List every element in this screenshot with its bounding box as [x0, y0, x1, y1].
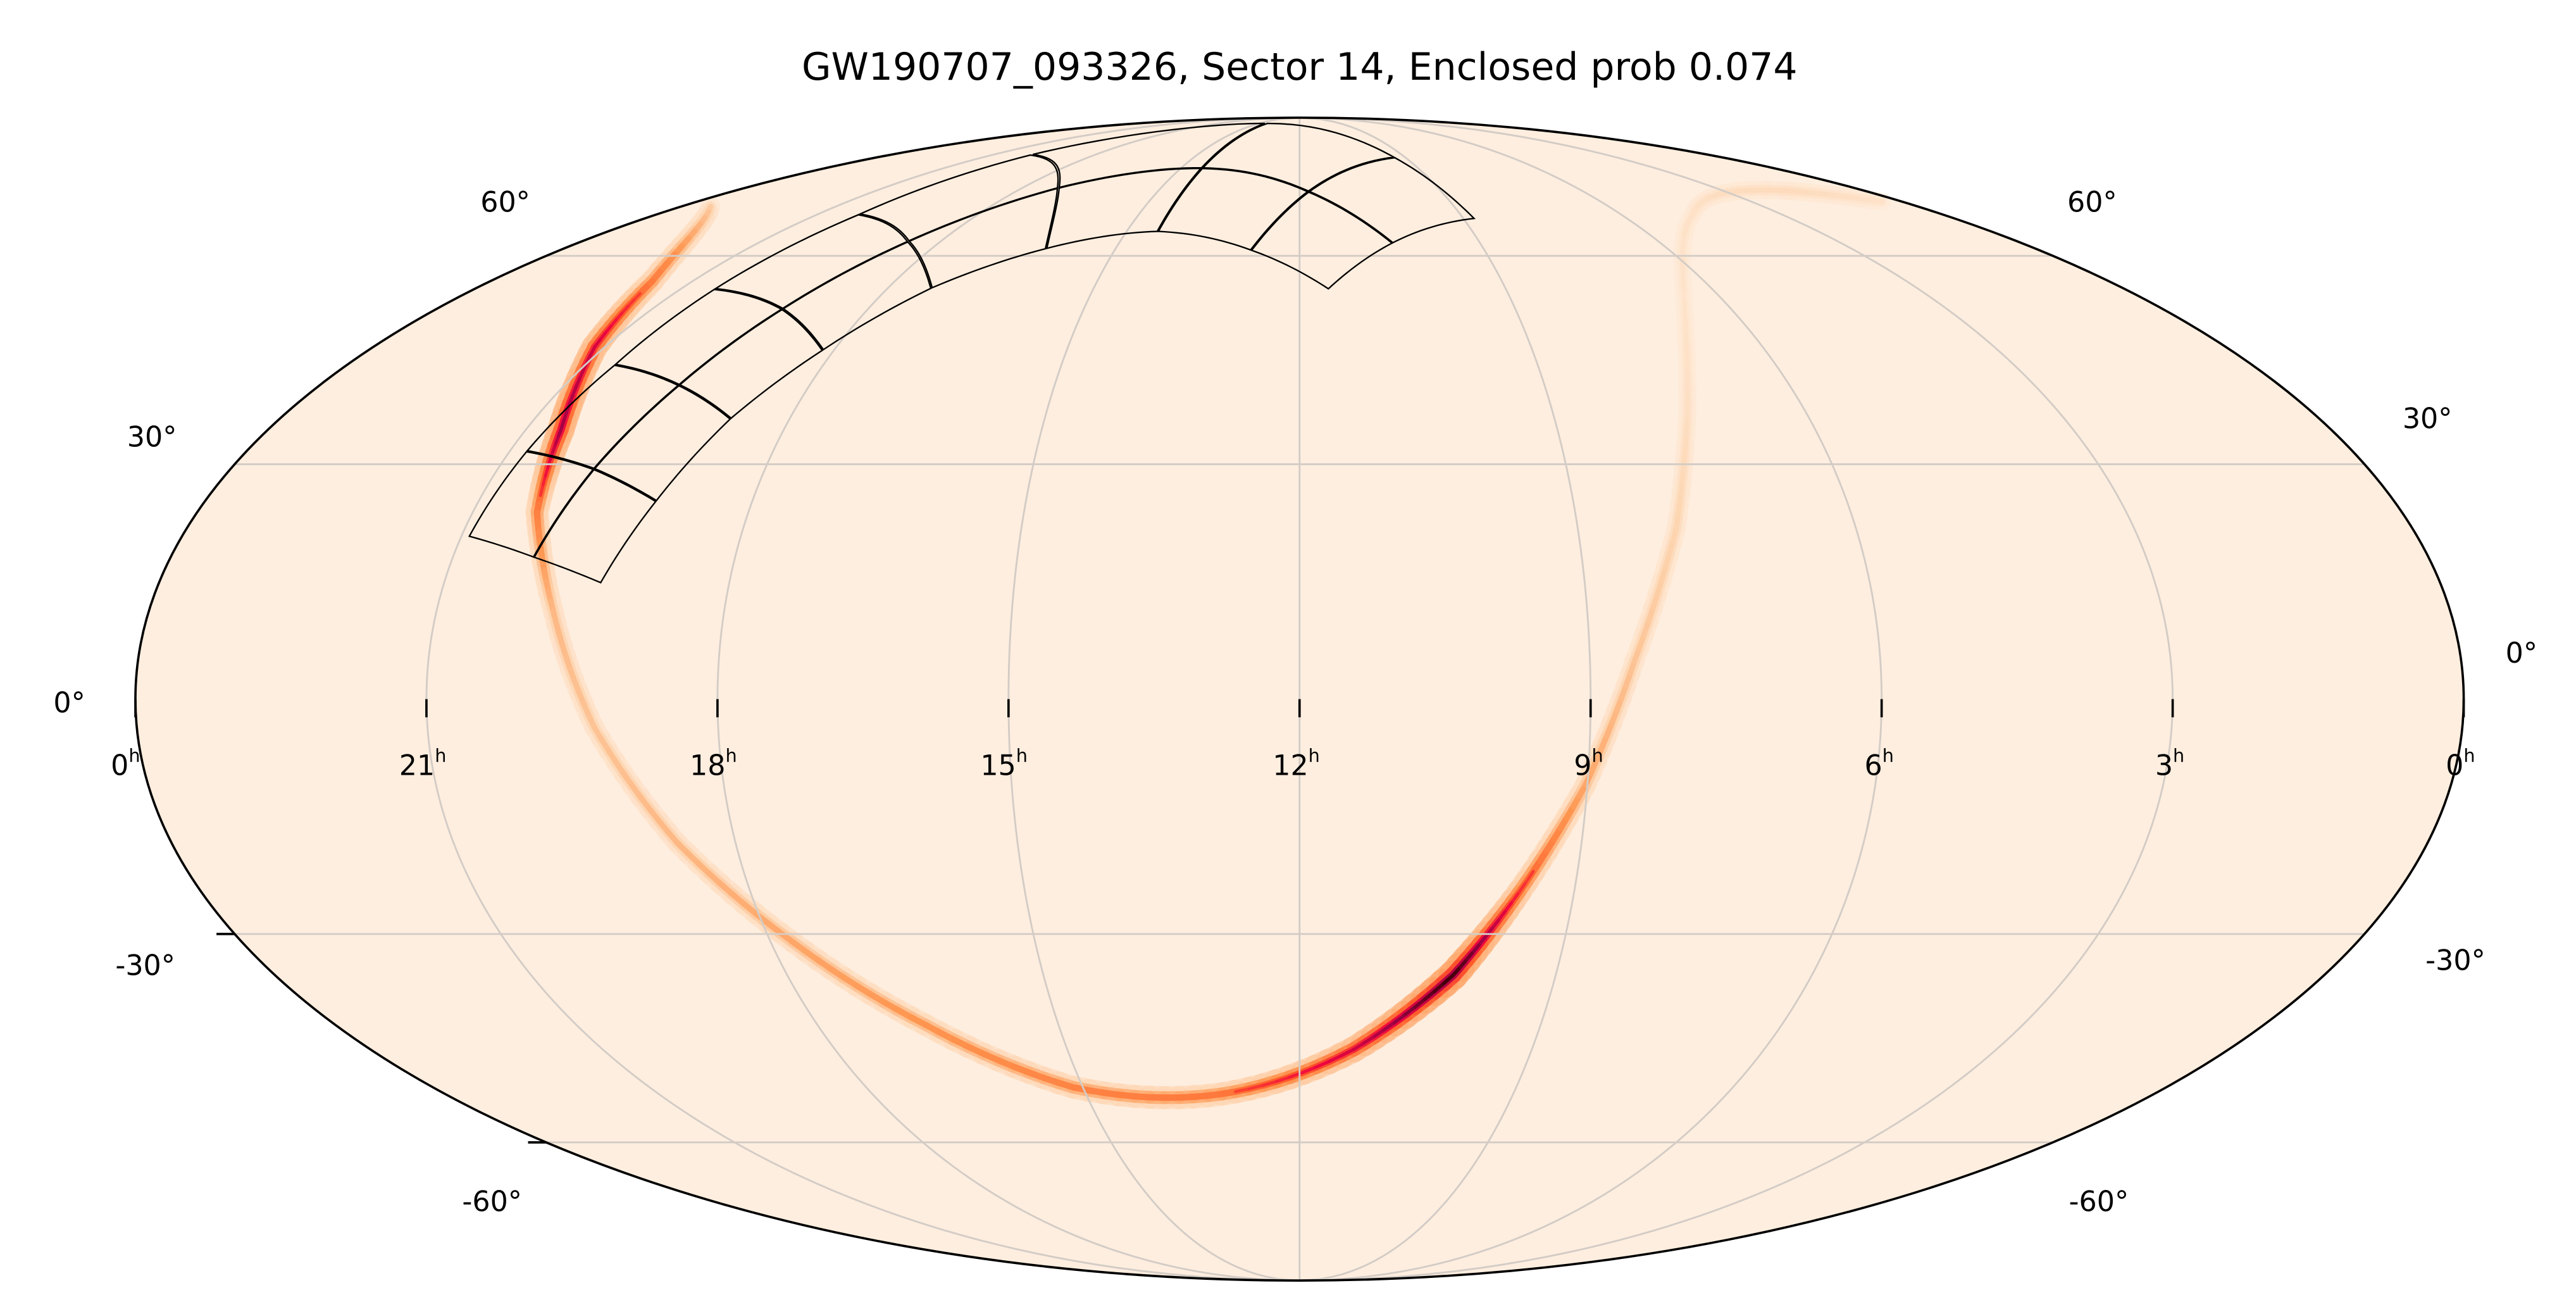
tess-ccd-tile [1045, 168, 1203, 249]
probability-band-segment [1247, 1084, 1265, 1091]
ra-tick-label: 21h [399, 745, 447, 782]
dec-tick-labels-right: 60° 30° 0° -30° -60° [2067, 187, 2537, 1218]
probability-band-segment [1498, 908, 1509, 920]
ra-tick-label: 3h [2155, 745, 2184, 782]
probability-band-segment [1314, 1060, 1331, 1069]
probability-band-segment [1393, 1013, 1407, 1024]
ra-tick-label: 9h [1574, 745, 1603, 782]
probability-band-segment [632, 292, 642, 302]
ra-tick-labels: 0h 21h 18h 15h 12h 9h 6h 3h 0h [111, 745, 2475, 782]
probability-band-segment [1524, 870, 1535, 884]
chart-title: GW190707_093326, Sector 14, Enclosed pro… [802, 45, 1798, 89]
dec-tick-label: -30° [115, 949, 175, 982]
ra-tick-label: 6h [1865, 745, 1894, 782]
probability-band-segment [1465, 949, 1476, 961]
probability-band-segment [1511, 891, 1521, 903]
ra-tick-label: 12h [1272, 745, 1320, 782]
probability-band-segment [1472, 941, 1483, 953]
probability-band-segment [1433, 981, 1446, 994]
ra-tick-label: 0h [2446, 745, 2475, 782]
probability-band-segment [538, 485, 544, 497]
dec-tick-label: 0° [2506, 637, 2537, 670]
tess-ccd-tile [908, 187, 1059, 289]
tess-ccd-tile [1308, 156, 1476, 244]
probability-band-segment [1479, 932, 1490, 945]
probability-band-segment [1517, 880, 1528, 894]
probability-band-segment [1868, 197, 1885, 204]
ra-tick-label: 18h [690, 745, 737, 782]
probability-band-segment [1288, 1070, 1305, 1079]
probability-band-segment [1362, 1034, 1376, 1045]
tess-ccd-tile [781, 241, 932, 351]
ra-tick-label: 0h [111, 745, 140, 782]
dec-tick-label: 60° [480, 187, 530, 219]
probability-band-segment [1383, 1020, 1397, 1032]
dec-tick-label: 30° [2403, 403, 2453, 435]
probability-band-segment [1340, 1048, 1355, 1058]
dec-tick-labels-left: 60° 30° 0° -30° -60° [53, 187, 530, 1218]
dec-tick-label: 0° [53, 687, 85, 719]
probability-band-segment [1492, 916, 1502, 928]
tess-ccd-tile [468, 451, 595, 558]
dec-tick-label: -60° [2069, 1186, 2129, 1218]
tess-ccd-tile [678, 308, 824, 420]
probability-band-segment [1764, 187, 1787, 194]
tess-ccd-tile [1201, 122, 1397, 192]
probability-band [525, 180, 1891, 1110]
probability-band-segment [1352, 1041, 1366, 1051]
probability-band-segment [1505, 899, 1515, 911]
ra-tick-label: 15h [980, 745, 1028, 782]
probability-band-segment [1274, 1075, 1291, 1084]
probability-band-segment [1458, 957, 1469, 969]
dec-tick-label: -30° [2425, 945, 2486, 977]
tess-ccd-tile [533, 468, 657, 584]
probability-band-segment [1234, 1087, 1251, 1093]
probability-band-segment [1301, 1065, 1318, 1074]
probability-band-segment [1327, 1054, 1343, 1063]
tess-footprint [468, 122, 1476, 584]
ra-ticks [134, 699, 2465, 1144]
probability-band-segment [1442, 973, 1455, 986]
dec-tick-label: 60° [2067, 187, 2117, 219]
probability-band-segment [1422, 989, 1436, 1001]
tess-ccd-tile [1157, 168, 1309, 251]
probability-band-segment [1372, 1027, 1386, 1038]
probability-band-segment [1413, 998, 1427, 1010]
tess-ccd-tile [594, 385, 731, 502]
dec-tick-label: 30° [127, 421, 177, 453]
dec-tick-label: -60° [462, 1186, 522, 1218]
probability-band-segment [1403, 1005, 1417, 1017]
probability-band-segment [1261, 1080, 1278, 1087]
tess-ccd-tile [1250, 191, 1394, 290]
